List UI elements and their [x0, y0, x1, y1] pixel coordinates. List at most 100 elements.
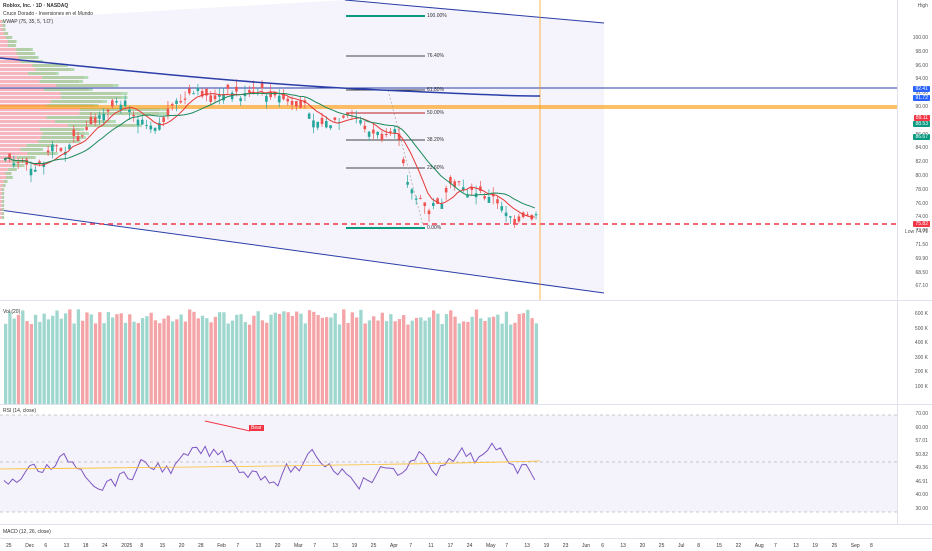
volume-bar [33, 314, 38, 405]
volume-bar [106, 312, 111, 405]
candle-body [132, 115, 135, 117]
volume-bar [170, 321, 175, 405]
volume-profile-bar [2, 20, 5, 23]
volume-tick: 400 K [914, 340, 928, 346]
volume-bar [367, 320, 372, 405]
volume-bar [175, 319, 179, 405]
price-tick: 78.00 [915, 186, 928, 193]
price-axis[interactable]: High 100.0098.0096.0094.0092.0090.0088.0… [897, 0, 932, 300]
candle-body [457, 181, 461, 183]
volume-profile-bar [2, 24, 6, 27]
volume-bar [303, 323, 307, 405]
price-panel[interactable]: Roblox, Inc. · 1D · NASDAQ Cruce Dorado … [0, 0, 932, 300]
candle-body [85, 127, 88, 130]
candle-body [153, 127, 157, 131]
rsi-tick: 49.36 [915, 465, 928, 471]
volume-profile-bar [38, 140, 81, 143]
volume-bar [346, 323, 350, 405]
symbol-legend[interactable]: Roblox, Inc. · 1D · NASDAQ [3, 3, 69, 9]
time-axis[interactable]: 25 Dec 6 13 18 24 2025 8 15 20 28 Feb 7 13 20 Mar 7 13 19 2… [0, 538, 932, 551]
candle-body [436, 198, 439, 204]
volume-bar [534, 323, 539, 405]
volume-bar [25, 321, 29, 405]
price-tick: 69.90 [915, 255, 928, 262]
volume-bar [307, 310, 312, 405]
candle-body [504, 212, 508, 217]
time-tick: 13 [620, 543, 626, 549]
volume-axis[interactable]: 600 K 500 K 400 K 300 K 200 K 100 K [897, 301, 932, 405]
volume-bar [359, 309, 363, 405]
candle-body [432, 202, 435, 207]
rsi-panel[interactable]: RSI (14, close) Bear 70.00 60.00 57.01 50.8… [0, 404, 932, 525]
time-tick: 25 [831, 543, 838, 549]
volume-bar [453, 316, 457, 405]
rsi-axis[interactable]: 70.00 60.00 57.01 50.82 49.36 46.91 40.00 30.00 [897, 405, 932, 525]
volume-legend[interactable]: Vol (20) [3, 309, 21, 315]
volume-bar [491, 316, 496, 405]
volume-panel[interactable]: Vol (20) 600 K 500 K 400 K 300 K 200 K 100 K [0, 300, 932, 405]
time-tick: 8 [140, 543, 144, 549]
candle-body [119, 104, 123, 111]
candle-body [25, 159, 28, 165]
volume-bar [55, 310, 59, 405]
candle-body [517, 216, 521, 222]
time-tick: Sep [850, 543, 860, 549]
volume-bar [102, 323, 106, 405]
candle-body [329, 125, 332, 129]
volume-profile-bar [56, 84, 119, 87]
volume-bar [38, 321, 42, 405]
volume-bar [153, 320, 158, 405]
volume-bar [72, 323, 76, 405]
volume-bar [342, 309, 346, 405]
volume-bar [354, 317, 359, 405]
volume-bar [363, 323, 367, 405]
fib-label: 61.80% [427, 87, 444, 93]
volume-bar [256, 311, 260, 405]
volume-profile-bar [39, 80, 84, 83]
candle-body [290, 100, 294, 105]
volume-bar [530, 318, 534, 405]
candle-body [483, 196, 486, 199]
candle-body [389, 131, 392, 133]
volume-bar [123, 322, 128, 405]
candle-body [200, 90, 204, 97]
candle-body [145, 125, 148, 127]
volume-chart [4, 309, 539, 405]
time-tick: 22 [735, 543, 742, 549]
rsi-legend[interactable]: RSI (14, close) [3, 408, 37, 414]
volume-bar [457, 323, 461, 405]
volume-bar [427, 317, 432, 405]
candle-body [333, 117, 337, 120]
price-tick: 82.00 [915, 159, 928, 166]
volume-bar [286, 312, 290, 405]
volume-bar [295, 311, 299, 405]
candle-body [346, 113, 349, 116]
candle-body [115, 101, 118, 103]
price-chart[interactable] [0, 0, 898, 300]
volume-bar [436, 313, 440, 405]
macd-legend[interactable]: MACD (12, 26, close) [3, 529, 51, 535]
price-badge: 89.11 [913, 115, 930, 121]
candle-body [123, 100, 127, 107]
candle-body [68, 144, 71, 150]
candle-body [406, 182, 409, 185]
volume-bar [76, 309, 81, 405]
candle-body [29, 168, 33, 176]
price-badge: 91.72 [913, 95, 930, 101]
volume-profile-bar [60, 92, 128, 95]
time-tick: 20 [639, 543, 646, 549]
volume-bar [277, 313, 282, 405]
fib-diagonal [387, 89, 424, 227]
macd-panel[interactable]: MACD (12, 26, close) [0, 524, 932, 539]
volume-profile-bar [2, 28, 6, 31]
rsi-tick: 70.00 [915, 411, 928, 417]
indicator-legend-1[interactable]: Cruce Dorado - Inversiones en el Mundo [3, 11, 94, 17]
volume-bar [21, 310, 25, 405]
volume-bar [145, 316, 149, 405]
price-tick: 96.00 [915, 62, 928, 69]
volume-bar [265, 322, 269, 405]
indicator-legend-2[interactable]: VWAP (75, 35, 5, 'LO') [3, 19, 53, 25]
volume-bar [372, 316, 376, 405]
candle-body [367, 131, 371, 137]
candle-body [158, 122, 161, 130]
